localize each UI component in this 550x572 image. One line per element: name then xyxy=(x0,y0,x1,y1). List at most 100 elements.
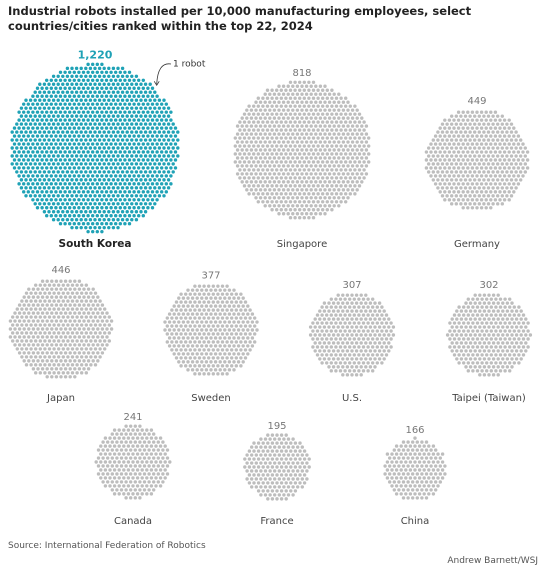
dot xyxy=(63,182,67,186)
dot xyxy=(311,88,316,92)
dot xyxy=(52,331,56,335)
dot xyxy=(74,194,79,198)
dot xyxy=(242,168,247,172)
dot xyxy=(265,184,270,188)
dot xyxy=(254,196,258,200)
dot xyxy=(327,124,332,128)
dot xyxy=(73,359,77,363)
dot xyxy=(471,321,475,325)
dot xyxy=(362,128,366,132)
dot xyxy=(346,124,350,128)
dot xyxy=(75,371,79,375)
dot xyxy=(325,345,329,349)
dot xyxy=(47,202,51,206)
dot xyxy=(186,288,190,292)
dot xyxy=(38,331,42,335)
dot xyxy=(245,124,249,128)
dot xyxy=(22,190,26,194)
dot xyxy=(17,327,22,331)
dot xyxy=(65,186,70,190)
dot xyxy=(84,130,88,134)
dot xyxy=(103,484,108,488)
dot xyxy=(202,300,206,304)
dot xyxy=(507,150,511,154)
dot xyxy=(177,328,181,332)
dot xyxy=(84,218,88,222)
dot xyxy=(371,305,375,309)
dot xyxy=(354,373,359,377)
dot xyxy=(475,305,480,309)
value-label: 449 xyxy=(467,96,486,107)
dot xyxy=(50,327,54,331)
dot xyxy=(86,62,90,67)
dot xyxy=(355,148,359,152)
dot xyxy=(286,485,291,489)
dot xyxy=(93,355,98,359)
dot xyxy=(480,337,484,341)
dot xyxy=(466,198,470,202)
dot xyxy=(130,186,134,190)
dot xyxy=(181,328,186,332)
dot xyxy=(66,283,70,287)
dot xyxy=(282,493,286,497)
dot xyxy=(104,86,109,90)
dot xyxy=(117,460,121,464)
dot xyxy=(261,104,265,108)
dot xyxy=(459,325,464,329)
dot xyxy=(404,452,408,456)
dot xyxy=(74,170,79,174)
dot xyxy=(471,297,475,301)
dot xyxy=(63,279,68,283)
dot xyxy=(79,186,83,190)
dot xyxy=(279,112,283,116)
dot xyxy=(197,284,202,288)
dot xyxy=(114,102,118,106)
dot xyxy=(134,170,139,174)
dot xyxy=(512,126,516,130)
dot xyxy=(466,321,470,325)
dot xyxy=(302,80,306,84)
dot xyxy=(79,130,83,134)
dot xyxy=(496,122,500,126)
dot xyxy=(521,353,526,357)
dot xyxy=(156,480,160,484)
dot xyxy=(70,146,74,150)
dot xyxy=(298,473,302,477)
dot xyxy=(138,488,142,492)
dot xyxy=(394,484,399,488)
dot xyxy=(275,112,279,116)
dot xyxy=(58,110,63,114)
dot xyxy=(61,331,65,335)
dot xyxy=(496,194,500,198)
dot xyxy=(311,120,316,124)
dot xyxy=(377,357,382,361)
dot xyxy=(107,194,111,198)
dot xyxy=(277,445,281,449)
dot xyxy=(171,146,175,150)
dot xyxy=(256,192,260,196)
dot xyxy=(58,78,63,82)
dot xyxy=(512,305,516,309)
dot xyxy=(477,130,481,134)
dot xyxy=(209,336,213,340)
dot xyxy=(286,84,290,88)
dot xyxy=(457,329,461,333)
dot xyxy=(140,436,144,440)
dot xyxy=(311,321,315,325)
dot xyxy=(491,333,496,337)
dot xyxy=(74,218,79,222)
dot xyxy=(505,178,509,182)
dot xyxy=(321,104,325,108)
dot xyxy=(40,359,45,363)
dot xyxy=(427,452,431,456)
dot xyxy=(138,432,142,436)
dot xyxy=(24,146,28,150)
dot xyxy=(43,363,47,367)
dot xyxy=(74,154,79,158)
dot xyxy=(510,357,514,361)
dot xyxy=(482,349,487,353)
dot xyxy=(57,371,61,375)
dot xyxy=(390,476,394,480)
dot xyxy=(277,196,281,200)
dot xyxy=(22,166,26,170)
